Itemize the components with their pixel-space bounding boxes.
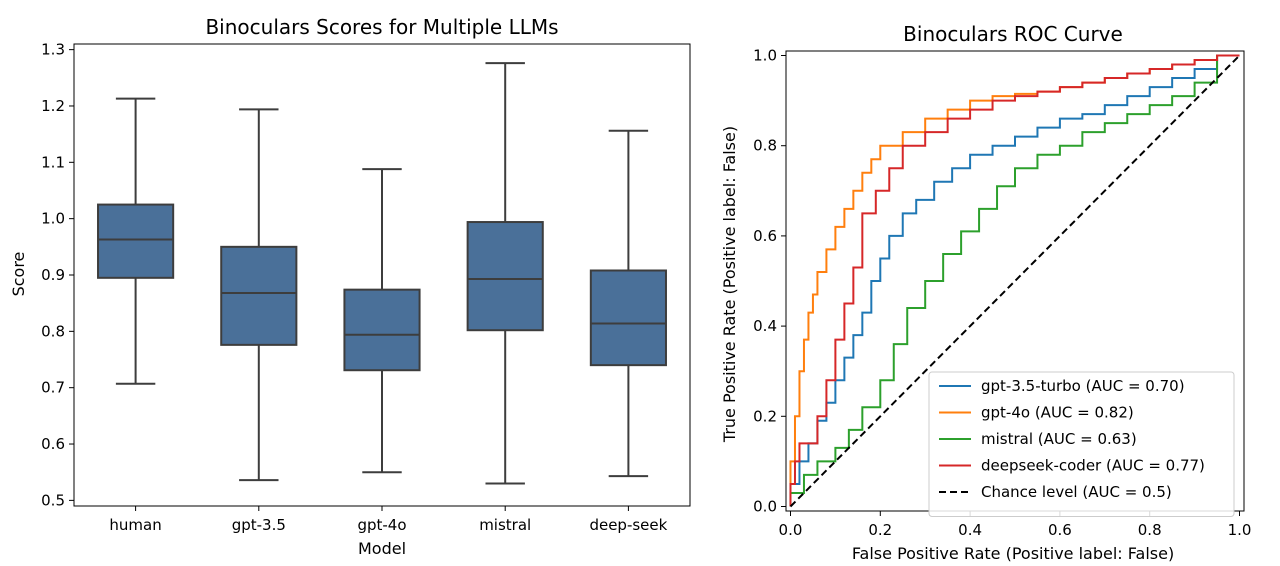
- y-tick-label: 0.7: [41, 379, 65, 397]
- roc-legend: gpt-3.5-turbo (AUC = 0.70) gpt-4o (AUC = …: [928, 371, 1235, 517]
- box-plot-y-axis-label: Score: [9, 252, 28, 297]
- x-tick-label: 0.6: [1048, 521, 1072, 539]
- iqr-box: [343, 288, 421, 372]
- roc-line: [789, 54, 1241, 508]
- y-tick-label: 0.6: [41, 435, 65, 453]
- iqr-box: [466, 221, 544, 332]
- y-tick-label: 1.2: [41, 97, 65, 115]
- y-tick-label: 0.6: [753, 227, 777, 245]
- y-tick-label: 1.0: [41, 210, 65, 228]
- x-tick-label: 0.2: [868, 521, 892, 539]
- iqr-box: [220, 245, 298, 346]
- y-tick-label: 0.4: [753, 317, 777, 335]
- y-tick-label: 1.3: [41, 41, 65, 59]
- legend-frame: [928, 371, 1235, 517]
- box-plot-x-axis-label: Model: [358, 539, 406, 558]
- legend-label: Chance level (AUC = 0.5): [981, 483, 1172, 501]
- roc-x-axis-label: False Positive Rate (Positive label: Fal…: [852, 544, 1174, 563]
- box-human: [97, 97, 175, 385]
- box-plot-frame: [73, 43, 691, 507]
- legend-label: deepseek-coder (AUC = 0.77): [981, 457, 1205, 475]
- x-tick-label: gpt-4o: [357, 516, 406, 534]
- y-tick-label: 0.2: [753, 407, 777, 425]
- x-tick-label: human: [109, 516, 161, 534]
- y-tick-label: 0.0: [753, 497, 777, 515]
- y-tick-label: 1.0: [753, 47, 777, 65]
- legend-label: mistral (AUC = 0.63): [981, 430, 1137, 448]
- iqr-box: [97, 203, 175, 279]
- roc-panel: Binoculars ROC Curve True Positive Rate …: [720, 22, 1251, 563]
- box-gpt-3.5: [220, 108, 298, 482]
- roc-line: [789, 54, 1240, 507]
- x-tick-label: gpt-3.5: [232, 516, 286, 534]
- box-plot-ticks: human gpt-3.5 gpt-4o mistral deep-seek 0.5 0.6…: [41, 41, 668, 534]
- x-tick-label: 1.0: [1228, 521, 1252, 539]
- box-deep-seek: [589, 129, 667, 478]
- roc-marks: [789, 54, 1241, 508]
- iqr-box: [589, 269, 667, 367]
- box-plot-title: Binoculars Scores for Multiple LLMs: [205, 15, 558, 39]
- box-mistral: [466, 62, 544, 485]
- x-tick-label: mistral: [479, 516, 531, 534]
- box-plot-marks: [97, 62, 667, 485]
- y-tick-label: 0.8: [753, 137, 777, 155]
- x-tick-label: deep-seek: [589, 516, 667, 534]
- box-gpt-4o: [343, 168, 421, 474]
- roc-line: [789, 54, 1240, 507]
- roc-ticks: 0.00.0 0.2 0.2 0.4 0.4 0.6 0.6 0.8 0.8 1.0 1.0: [753, 47, 1251, 539]
- x-tick-label: 0.0: [779, 521, 803, 539]
- y-tick-label: 0.5: [41, 491, 65, 509]
- x-tick-label: 0.4: [958, 521, 982, 539]
- roc-title: Binoculars ROC Curve: [903, 22, 1123, 46]
- roc-y-axis-label: True Positive Rate (Positive label: Fals…: [720, 126, 739, 443]
- y-tick-label: 0.9: [41, 266, 65, 284]
- box-plot-panel: Binoculars Scores for Multiple LLMs Scor…: [9, 15, 691, 558]
- legend-label: gpt-3.5-turbo (AUC = 0.70): [981, 377, 1185, 395]
- y-tick-label: 1.1: [41, 153, 65, 171]
- x-tick-label: 0.8: [1138, 521, 1162, 539]
- y-tick-label: 0.8: [41, 322, 65, 340]
- legend-label: gpt-4o (AUC = 0.82): [981, 404, 1134, 422]
